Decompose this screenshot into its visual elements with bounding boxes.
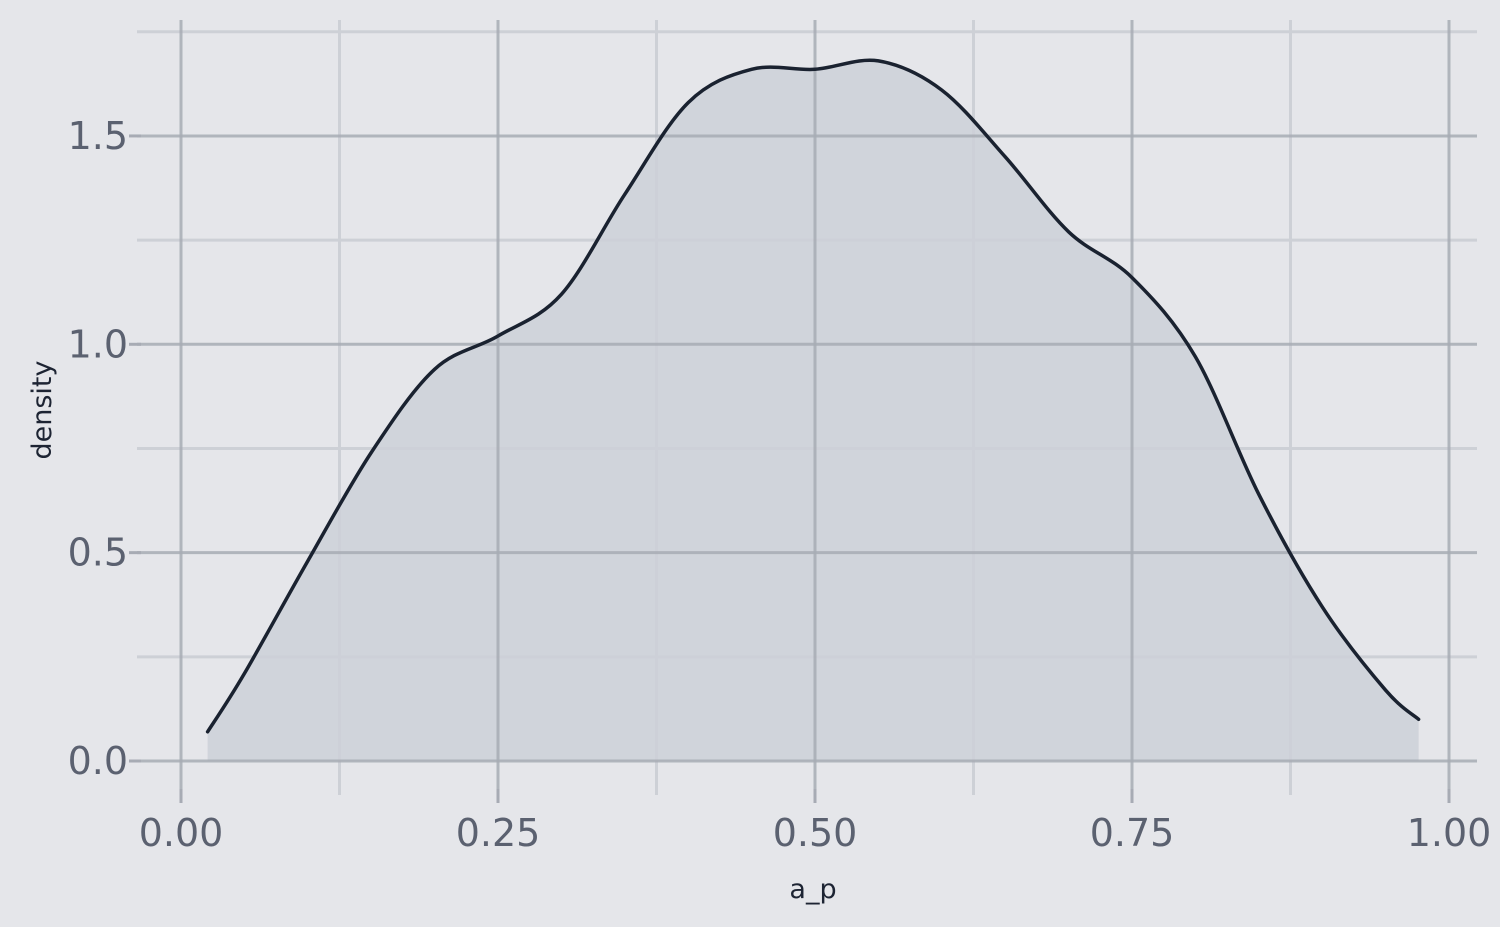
y-tick-labels: 0.0 0.5 1.0 1.5 [68,114,128,783]
x-tick-label: 0.50 [773,811,858,855]
x-tick-label: 0.25 [456,811,541,855]
x-tick-label: 0.75 [1090,811,1175,855]
density-area-layer [207,60,1419,762]
y-tick-label: 1.0 [68,322,128,366]
y-axis-title: density [27,360,58,459]
density-area [207,60,1419,762]
x-tick-label: 1.00 [1407,811,1492,855]
y-tick-label: 1.5 [68,114,128,158]
x-tick-label: 0.00 [139,811,224,855]
density-line-layer [205,58,1421,734]
axis-ticks [129,134,1451,803]
y-tick-label: 0.5 [68,531,128,575]
x-tick-labels: 0.00 0.25 0.50 0.75 1.00 [139,811,1492,855]
major-gridlines [137,20,1477,795]
x-axis-title: a_p [789,874,836,905]
density-line [205,58,1421,734]
y-tick-label: 0.0 [68,739,128,783]
